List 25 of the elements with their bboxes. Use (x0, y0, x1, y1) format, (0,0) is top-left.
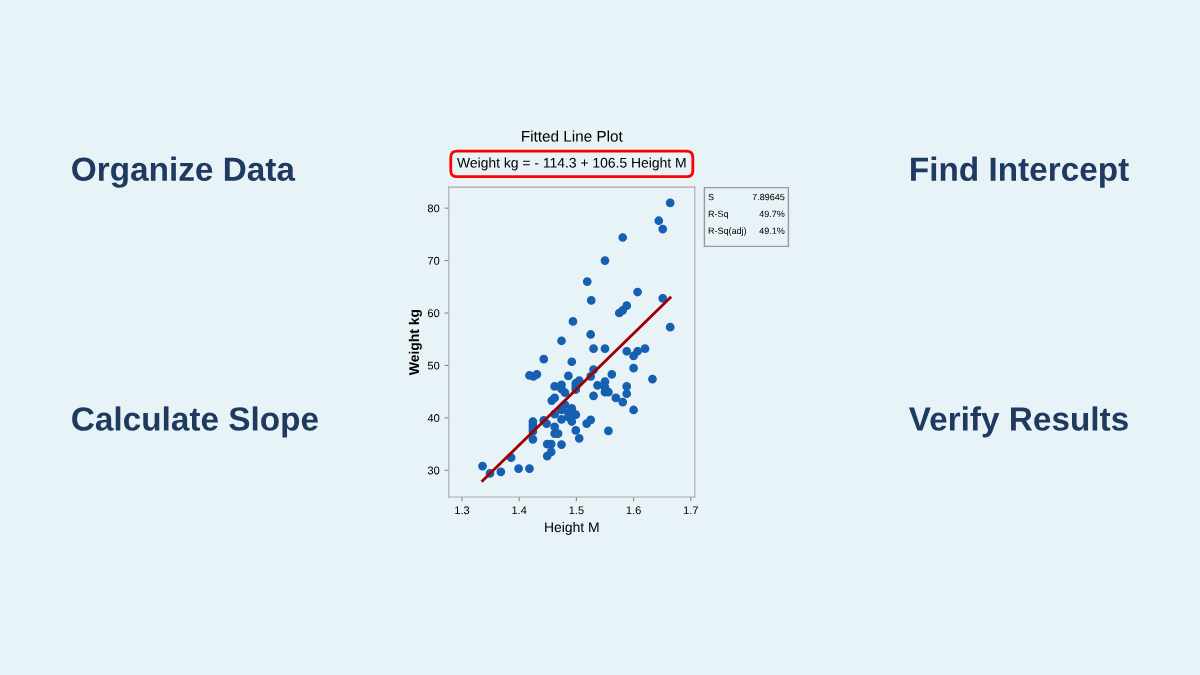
text: R-Sq(adj) (708, 227, 747, 236)
text: R-Sq (708, 210, 728, 219)
x-axis-title: Height M (545, 521, 599, 535)
y-tick-label: 50 (427, 361, 440, 370)
x-tick-label: 1.7 (683, 506, 698, 515)
text: S (708, 193, 714, 201)
y-tick-label: 60 (427, 309, 440, 318)
text: 49.7% (759, 210, 785, 218)
y-axis-title: Weight kg (408, 309, 422, 376)
y-tick-label: 30 (427, 466, 440, 475)
y-tick-label: 40 (427, 414, 440, 422)
text: Find Intercept (911, 156, 1129, 188)
x-tick-label: 1.4 (512, 506, 527, 515)
text: Calculate Slope (72, 406, 318, 438)
text: 49.1% (759, 227, 785, 234)
text: Organize Data (72, 156, 296, 188)
x-tick-label: 1.3 (455, 506, 470, 515)
x-tick-label: 1.6 (626, 506, 641, 515)
text: Verify Results (908, 406, 1128, 438)
chart-title: Fitted Line Plot (522, 130, 623, 142)
x-tick-label: 1.5 (569, 506, 584, 515)
chart-subtitle: Weight kg = - 114.3 + 106.5 Height M (457, 157, 686, 171)
text: 7.89645 (752, 193, 785, 201)
y-tick-label: 70 (427, 256, 440, 265)
y-tick-label: 80 (427, 204, 440, 213)
